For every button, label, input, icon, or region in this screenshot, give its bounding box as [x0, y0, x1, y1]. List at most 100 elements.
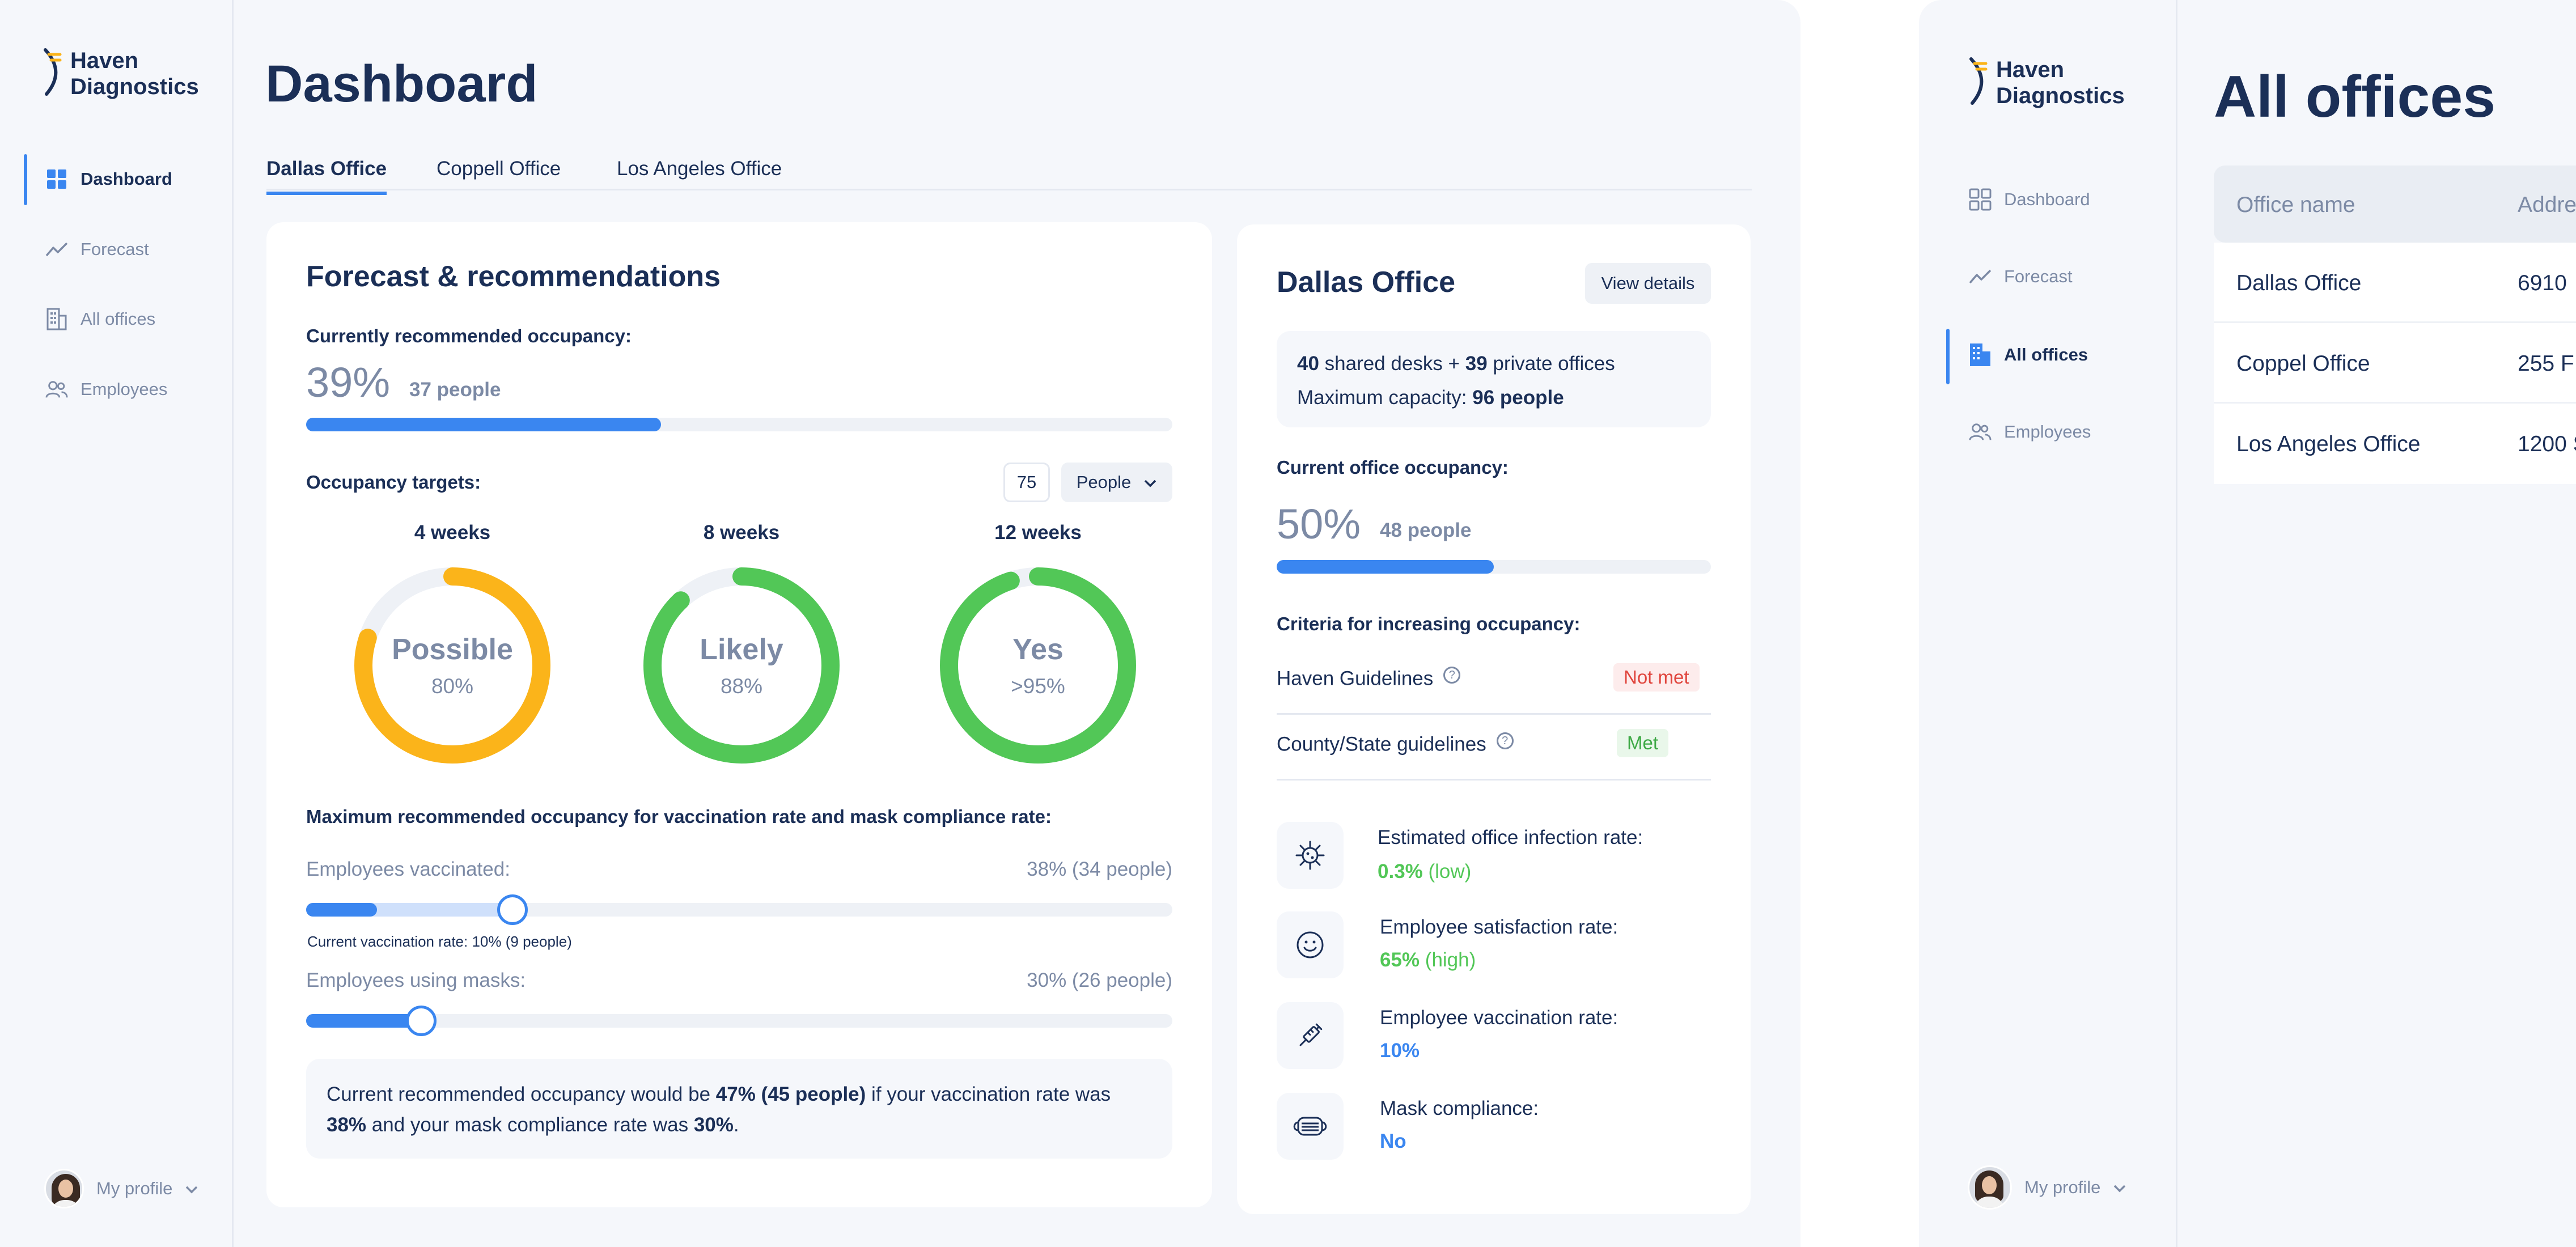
profile-menu[interactable]: My profile [1968, 1165, 2126, 1210]
all-offices-window: Haven Diagnostics Dashboard Forecast All… [1919, 0, 2576, 1247]
mask-icon [1277, 1093, 1344, 1160]
infection-rate-value: 0.3% (low) [1378, 860, 1472, 883]
targets-unit-select[interactable]: People [1061, 463, 1172, 502]
trend-line-icon [1969, 265, 1992, 288]
summary-text: . [733, 1114, 739, 1136]
help-icon[interactable]: ? [1496, 732, 1514, 749]
address-cell: 255 F [2518, 351, 2574, 376]
vaccinated-value: 38% (34 people) [1027, 858, 1172, 880]
sidebar-item-label: Forecast [80, 239, 149, 259]
sidebar-item-forecast[interactable]: Forecast [1969, 265, 2073, 288]
office-occupancy-people: 48 people [1380, 519, 1472, 541]
status-badge-not-met: Not met [1613, 663, 1700, 692]
sidebar-item-label: Forecast [2004, 266, 2073, 286]
building-icon [1969, 343, 1992, 366]
logo-icon [44, 48, 62, 96]
help-icon[interactable]: ? [1443, 667, 1461, 684]
ring-period-12-weeks: 12 weeks [994, 521, 1082, 544]
table-row[interactable]: Dallas Office 6910 [2214, 243, 2576, 323]
current-occupancy-label: Currently recommended occupancy: [306, 325, 632, 346]
column-header-address[interactable]: Addre [2518, 193, 2576, 217]
office-name-cell: Coppel Office [2236, 351, 2370, 376]
masks-slider-handle[interactable] [406, 1006, 437, 1036]
satisfaction-rate-value: 65% (high) [1380, 949, 1476, 971]
tab-coppell-office[interactable]: Coppell Office [437, 158, 561, 180]
avatar [1968, 1165, 2012, 1210]
sidebar-item-employees[interactable]: Employees [45, 378, 167, 401]
sidebar-item-forecast[interactable]: Forecast [45, 238, 149, 261]
summary-occupancy: 47% (45 people) [715, 1083, 866, 1105]
brand-logo[interactable]: Haven Diagnostics [43, 48, 199, 100]
table-row[interactable]: Los Angeles Office 1200 S [2214, 404, 2576, 484]
sidebar-item-employees[interactable]: Employees [1969, 421, 2091, 443]
capacity-value: 96 people [1472, 387, 1564, 409]
office-card: Dallas Office View details 40 shared des… [1237, 224, 1751, 1214]
summary-mask: 30% [693, 1114, 734, 1136]
ring-status: Yes [1012, 633, 1064, 666]
address-cell: 6910 [2518, 271, 2567, 295]
status-badge-met: Met [1617, 729, 1669, 757]
criteria-name: Haven Guidelines [1277, 667, 1434, 690]
vaccination-rate-label: Employee vaccination rate: [1380, 1007, 1619, 1029]
forecast-card: Forecast & recommendations Currently rec… [266, 222, 1212, 1207]
criteria-row-county: County/State guidelines? [1277, 732, 1514, 756]
sidebar: Haven Diagnostics Dashboard Forecast All… [0, 0, 234, 1247]
occupancy-targets-label: Occupancy targets: [306, 472, 481, 493]
masks-label: Employees using masks: [306, 969, 526, 991]
sidebar-item-all-offices[interactable]: All offices [1969, 343, 2088, 366]
private-offices-count: 39 [1465, 353, 1488, 375]
vaccinated-slider-handle[interactable] [497, 894, 528, 925]
private-offices-text: private offices [1487, 353, 1615, 375]
sidebar-item-all-offices[interactable]: All offices [45, 308, 155, 330]
divider [1277, 779, 1711, 781]
office-occupancy-percent: 50% [1277, 501, 1361, 548]
shared-desks-text: shared desks + [1319, 353, 1465, 375]
office-occupancy-bar [1277, 560, 1711, 574]
sidebar-item-dashboard[interactable]: Dashboard [1969, 188, 2090, 211]
chevron-down-icon [2113, 1177, 2126, 1198]
sidebar-item-label: Employees [2004, 422, 2091, 442]
ring-12-weeks: Yes >95% [936, 563, 1140, 767]
building-icon [45, 308, 68, 330]
summary-text: Current recommended occupancy would be [327, 1083, 716, 1105]
tab-los-angeles-office[interactable]: Los Angeles Office [617, 158, 782, 180]
chevron-down-icon [1143, 472, 1157, 493]
smiley-icon [1277, 911, 1344, 978]
brand-name-line2: Diagnostics [1996, 83, 2125, 108]
vaccinated-slider[interactable] [306, 894, 1172, 925]
page-title: Dashboard [265, 55, 538, 113]
current-occupancy-bar-fill [306, 418, 662, 431]
ring-status: Possible [392, 633, 513, 666]
masks-slider[interactable] [306, 1006, 1172, 1036]
sidebar: Haven Diagnostics Dashboard Forecast All… [1919, 0, 2177, 1247]
ring-period-8-weeks: 8 weeks [703, 521, 780, 544]
brand-logo[interactable]: Haven Diagnostics [1969, 57, 2125, 109]
profile-menu[interactable]: My profile [44, 1169, 198, 1208]
tab-dallas-office[interactable]: Dallas Office [266, 158, 387, 195]
satisfaction-rate-label: Employee satisfaction rate: [1380, 916, 1619, 938]
profile-label: My profile [96, 1178, 173, 1198]
logo-icon [1969, 57, 1988, 105]
divider [1277, 713, 1711, 715]
sidebar-item-dashboard[interactable]: Dashboard [45, 168, 172, 190]
office-name-cell: Dallas Office [2236, 271, 2362, 295]
table-header: Office name Addre [2214, 166, 2576, 243]
table-row[interactable]: Coppel Office 255 F [2214, 323, 2576, 404]
targets-value-input[interactable]: 75 [1003, 463, 1050, 502]
vaccinated-label: Employees vaccinated: [306, 858, 510, 880]
virus-icon [1277, 822, 1344, 889]
ring-period-4-weeks: 4 weeks [414, 521, 491, 544]
vaccinated-slider-current [306, 903, 378, 917]
office-capacity-box: 40 shared desks + 39 private offices Max… [1277, 331, 1711, 427]
ring-value: 80% [431, 675, 474, 698]
active-indicator [1946, 329, 1950, 384]
occupancy-summary: Current recommended occupancy would be 4… [306, 1059, 1172, 1159]
view-details-button[interactable]: View details [1585, 263, 1711, 304]
column-header-office-name[interactable]: Office name [2236, 193, 2355, 217]
current-occupancy-percent: 39% [306, 359, 391, 406]
chevron-down-icon [185, 1178, 198, 1199]
mask-compliance-label: Mask compliance: [1380, 1097, 1539, 1119]
brand-name-line2: Diagnostics [70, 74, 199, 99]
criteria-label: Criteria for increasing occupancy: [1277, 613, 1581, 634]
ring-value: 88% [720, 675, 763, 698]
